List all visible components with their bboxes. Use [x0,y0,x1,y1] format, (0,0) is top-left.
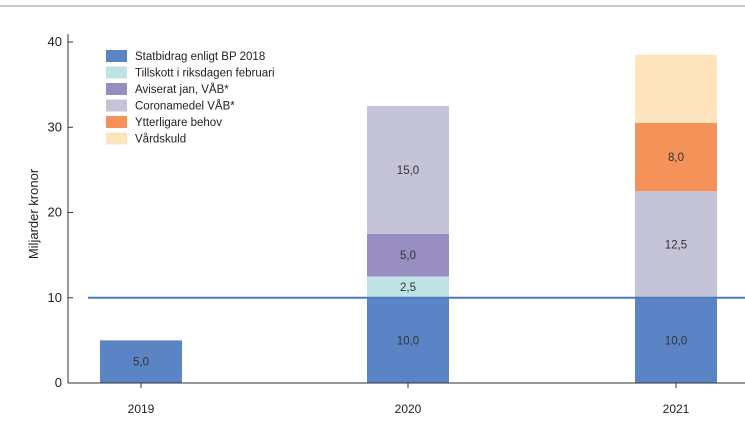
bar-2019-series-0 [100,340,182,383]
bar-2020-series-1 [367,276,449,298]
legend-label-2: Aviserat jan, VÅB* [135,83,229,96]
plot-area: 0 10 20 30 40 5,0 2019 10,0 2,5 5,0 15,0 2020 10,0 12… [48,34,745,416]
legend-swatch-3 [106,99,127,112]
x-tick-label-1: 2020 [395,402,422,416]
bar-value-label-2021-series-0: 10,0 [665,335,687,347]
y-tick-label-4: 40 [48,34,62,49]
bar-value-label-2019-series-0: 5,0 [133,357,149,369]
x-tick-label-0: 2019 [128,402,155,416]
legend-label-1: Tillskott i riksdagen februari [135,68,275,80]
bar-2021-series-4 [635,122,717,192]
x-tick-label-2: 2021 [663,402,690,416]
bar-value-label-2020-series-2: 5,0 [400,250,416,262]
bar-value-label-2020-series-0: 10,0 [397,335,419,347]
legend-swatch-5 [106,132,127,145]
legend-label-4: Ytterligare behov [135,117,222,129]
legend-label-5: Vårdskuld [135,134,186,146]
legend-label-0: Statbidrag enligt BP 2018 [135,51,265,63]
legend-label-3: Coronamedel VÅB* [135,100,235,113]
bar-2021-series-5 [635,54,717,123]
y-tick-label-3: 30 [48,119,62,134]
legend-swatch-0 [106,50,127,62]
bar-value-label-2021-series-4: 8,0 [668,152,684,164]
legend-swatch-4 [106,116,127,128]
bar-value-label-2021-series-3: 12,5 [665,239,687,251]
bar-2021-series-3 [635,191,717,298]
legend: Statbidrag enligt BP 2018 Tillskott i rik… [106,50,275,146]
bar-2021-series-0 [635,297,717,383]
y-tick-label-2: 20 [48,205,62,220]
y-tick-label-0: 0 [55,375,62,390]
bar-2020-series-3 [367,105,449,234]
bar-2020-series-0 [367,297,449,383]
y-axis-title: Miljarder kronor [26,168,41,259]
bar-value-label-2020-series-1: 2,5 [400,282,416,294]
legend-swatch-2 [106,83,127,95]
legend-swatch-1 [106,66,127,79]
y-tick-label-1: 10 [48,290,62,305]
bar-value-label-2020-series-3: 15,0 [397,165,419,177]
bar-2020-series-2 [367,233,449,277]
